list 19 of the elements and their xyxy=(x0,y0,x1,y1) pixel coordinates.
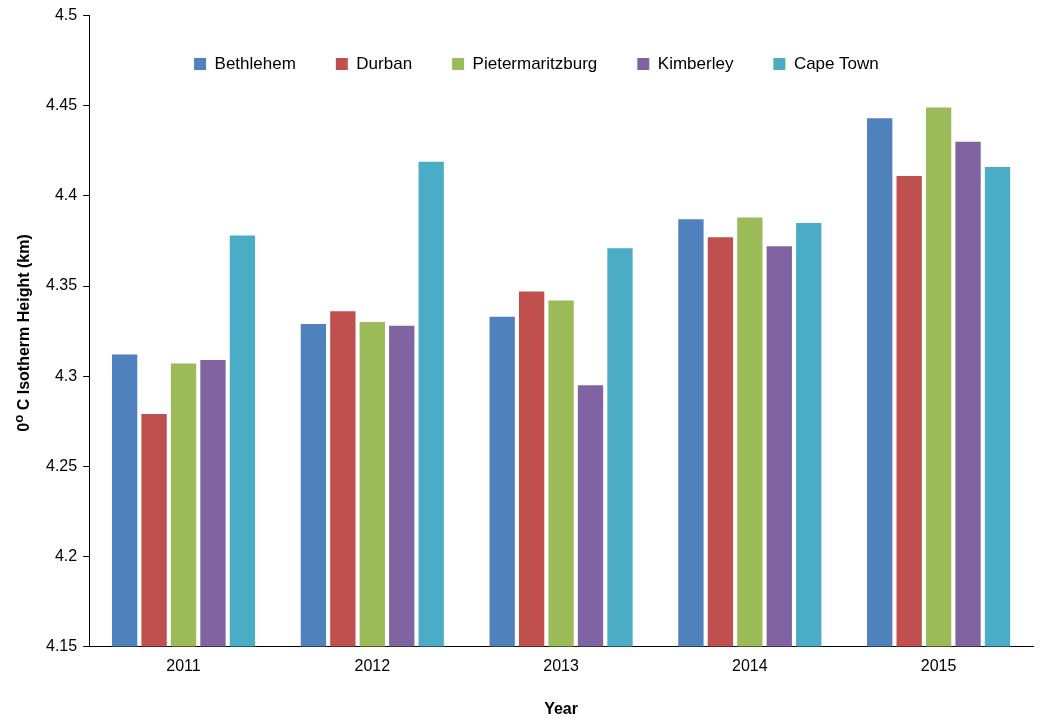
x-tick-label: 2014 xyxy=(732,656,768,674)
y-tick-label: 4.3 xyxy=(54,366,78,384)
x-tick-label: 2015 xyxy=(920,656,957,674)
x-tick-label: 2011 xyxy=(166,656,201,674)
y-tick-label: 4.5 xyxy=(54,6,78,24)
y-tick-label: 4.2 xyxy=(54,546,78,564)
legend-label: Pietermaritzburg xyxy=(472,53,598,73)
y-tick-label: 4.45 xyxy=(46,96,78,114)
y-tick-label: 4.35 xyxy=(46,276,78,294)
legend-label: Durban xyxy=(356,53,413,73)
x-axis-title: Year xyxy=(544,699,578,717)
legend-label: Bethlehem xyxy=(214,53,296,73)
x-tick-label: 2012 xyxy=(354,656,391,674)
legend-label: Kimberley xyxy=(657,53,734,73)
x-tick-label: 2013 xyxy=(543,656,579,674)
y-tick-label: 4.25 xyxy=(46,456,78,474)
y-tick-label: 4.4 xyxy=(54,186,78,204)
legend-label: Cape Town xyxy=(793,53,879,73)
y-tick-label: 4.15 xyxy=(46,637,78,655)
